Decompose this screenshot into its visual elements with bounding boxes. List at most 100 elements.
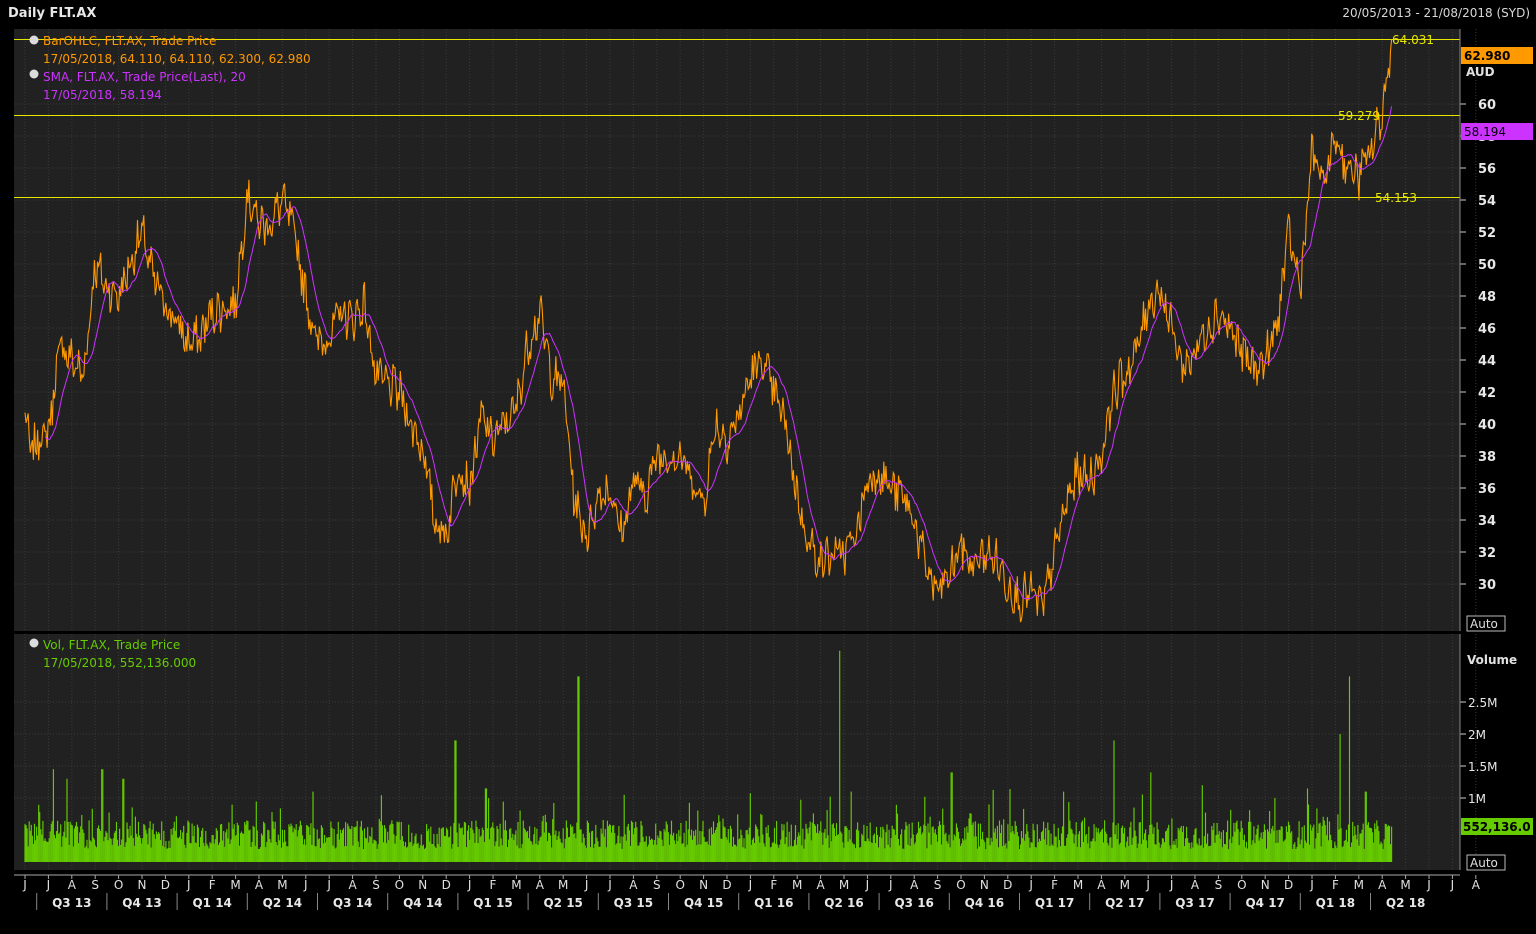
quarter-label: Q1 16 xyxy=(754,896,793,910)
quarter-label: Q4 14 xyxy=(403,896,442,910)
price-legend[interactable]: BarOHLC, FLT.AX, Trade Price 17/05/2018,… xyxy=(29,34,311,102)
quarter-label: Q4 16 xyxy=(965,896,1004,910)
volume-bars xyxy=(24,650,1393,862)
price-unit-label: AUD xyxy=(1466,65,1495,79)
month-label: J xyxy=(326,878,331,892)
quarter-label: Q3 13 xyxy=(52,896,91,910)
month-label: D xyxy=(1003,878,1012,892)
month-label: O xyxy=(1237,878,1246,892)
month-label: S xyxy=(372,878,380,892)
legend-vol-values: 17/05/2018, 552,136.000 xyxy=(43,656,196,670)
month-label: J xyxy=(865,878,870,892)
volume-panel[interactable] xyxy=(14,634,1460,870)
month-label: M xyxy=(1400,878,1410,892)
month-label: S xyxy=(653,878,661,892)
quarter-label: Q4 13 xyxy=(122,896,161,910)
legend-bar-icon[interactable] xyxy=(29,35,39,45)
month-label: M xyxy=(558,878,568,892)
month-label: A xyxy=(629,878,638,892)
volume-auto-button-bg[interactable] xyxy=(1466,854,1506,871)
price-tick-label: 40 xyxy=(1478,418,1496,433)
month-label: S xyxy=(91,878,99,892)
price-tick-label: 50 xyxy=(1478,258,1496,273)
price-tick-label: 30 xyxy=(1478,578,1496,593)
month-label: F xyxy=(490,878,497,892)
month-label: M xyxy=(1120,878,1130,892)
sma-badge: 58.194 xyxy=(1464,125,1506,139)
month-label: J xyxy=(186,878,191,892)
month-label: J xyxy=(467,878,472,892)
month-label: A xyxy=(68,878,77,892)
price-tick-label: 34 xyxy=(1478,514,1496,529)
price-tick-label: 60 xyxy=(1478,98,1496,113)
month-label: A xyxy=(1378,878,1387,892)
last-price-badge: 62.980 xyxy=(1464,49,1510,63)
volume-grid xyxy=(14,634,1477,870)
volume-auto-button[interactable]: Auto xyxy=(1470,856,1498,870)
last-price-badge-bg xyxy=(1461,47,1533,64)
volume-unit-label: Volume xyxy=(1467,653,1517,667)
price-tick-label: 32 xyxy=(1478,546,1496,561)
month-label: A xyxy=(1472,878,1481,892)
quarter-label: Q3 15 xyxy=(614,896,653,910)
month-label: A xyxy=(910,878,919,892)
price-tick-label: 46 xyxy=(1478,322,1496,337)
month-label: A xyxy=(816,878,825,892)
quarter-label: Q2 16 xyxy=(824,896,863,910)
chart-title: Daily FLT.AX xyxy=(8,6,96,21)
month-label: F xyxy=(1332,878,1339,892)
month-label: D xyxy=(161,878,170,892)
month-label: A xyxy=(536,878,545,892)
volume-legend[interactable]: Vol, FLT.AX, Trade Price 17/05/2018, 552… xyxy=(29,638,197,670)
month-label: J xyxy=(888,878,893,892)
quarter-label: Q1 17 xyxy=(1035,896,1074,910)
volume-badge: 552,136.0 xyxy=(1463,820,1531,834)
month-label: S xyxy=(934,878,942,892)
month-label: N xyxy=(418,878,427,892)
month-label: O xyxy=(675,878,684,892)
legend-bar-title: BarOHLC, FLT.AX, Trade Price xyxy=(43,34,216,48)
month-label: N xyxy=(138,878,147,892)
month-label: M xyxy=(839,878,849,892)
month-label: M xyxy=(1354,878,1364,892)
legend-vol-icon[interactable] xyxy=(29,638,39,648)
legend-sma-icon[interactable] xyxy=(29,69,39,79)
legend-sma-title: SMA, FLT.AX, Trade Price(Last), 20 xyxy=(43,70,246,84)
month-label: J xyxy=(1450,878,1455,892)
month-label: M xyxy=(511,878,521,892)
quarter-label: Q3 16 xyxy=(894,896,933,910)
price-grid xyxy=(14,29,1477,631)
month-label: A xyxy=(1097,878,1106,892)
month-label: J xyxy=(1145,878,1150,892)
month-label: J xyxy=(584,878,589,892)
month-label: A xyxy=(1191,878,1200,892)
quarter-label: Q3 17 xyxy=(1175,896,1214,910)
quarter-label: Q1 15 xyxy=(473,896,512,910)
volume-tick-label: 1M xyxy=(1468,792,1486,806)
quarter-label: Q2 15 xyxy=(543,896,582,910)
sma-series xyxy=(44,106,1393,600)
price-auto-button[interactable]: Auto xyxy=(1470,617,1498,631)
month-label: J xyxy=(303,878,308,892)
month-label: N xyxy=(1261,878,1270,892)
price-panel[interactable] xyxy=(14,29,1460,631)
month-label: J xyxy=(607,878,612,892)
month-label: D xyxy=(442,878,451,892)
legend-bar-values: 17/05/2018, 64.110, 64.110, 62.300, 62.9… xyxy=(43,52,311,66)
volume-tick-label: 1.5M xyxy=(1468,760,1497,774)
month-label: J xyxy=(748,878,753,892)
month-label: J xyxy=(1169,878,1174,892)
hline-low-label: 54.153 xyxy=(1375,191,1417,205)
volume-axis: 2.5M 2M 1.5M 1M xyxy=(1459,634,1497,870)
quarter-label: Q2 18 xyxy=(1386,896,1425,910)
price-auto-button-bg[interactable] xyxy=(1466,615,1506,632)
price-tick-label: 48 xyxy=(1478,290,1496,305)
month-label: F xyxy=(1051,878,1058,892)
quarter-label: Q3 14 xyxy=(333,896,372,910)
price-tick-label: 52 xyxy=(1478,226,1496,241)
hline-top-label: 64.031 xyxy=(1392,33,1434,47)
month-label: O xyxy=(395,878,404,892)
quarter-label: Q4 15 xyxy=(684,896,723,910)
month-label: J xyxy=(46,878,51,892)
